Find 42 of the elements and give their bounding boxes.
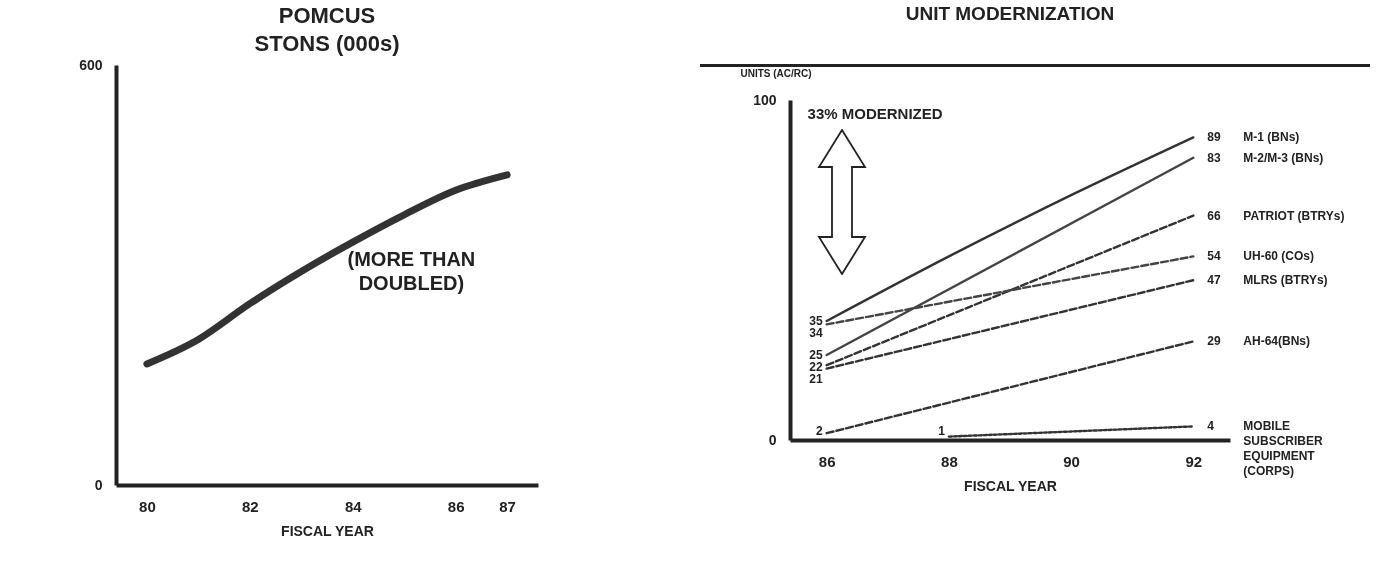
x-axis-title: FISCAL YEAR (281, 522, 374, 539)
x-tick-label: 87 (499, 497, 516, 515)
chart-title: POMCUS STONS (000s) (254, 3, 400, 56)
data-label: 34 (809, 326, 823, 340)
line-series (825, 136, 1195, 323)
x-tick-label: 82 (241, 497, 259, 515)
data-label: 47 (1207, 273, 1222, 288)
data-label: 89 (1207, 130, 1222, 145)
data-label: 54 (1207, 249, 1222, 264)
text: AH-64(BNs) (1243, 334, 1311, 349)
text: PATRIOT (BTRYs) (1243, 208, 1345, 223)
y-tick-label: 100 (753, 91, 777, 108)
data-label: 35 (809, 314, 823, 328)
data-label: 66 (1207, 208, 1222, 223)
x-tick-label: 86 (447, 497, 465, 515)
annotation: (MORE THAN DOUBLED) (347, 247, 476, 294)
text: UH-60 (COs) (1243, 249, 1315, 264)
data-label: 2 (815, 424, 823, 438)
x-tick-label: 84 (344, 497, 363, 515)
data-label: 21 (809, 372, 823, 386)
x-tick-label: 88 (941, 452, 958, 470)
x-axis-title: FISCAL YEAR (964, 477, 1057, 494)
y-axis-title: UNITS (AC/RC) (740, 67, 812, 79)
data-label: 4 (1207, 419, 1215, 434)
x-tick-label: 92 (1185, 452, 1203, 470)
x-tick-label: 90 (1063, 452, 1080, 470)
text: M-1 (BNs) (1243, 130, 1300, 145)
text: MLRS (BTRYs) (1243, 273, 1328, 288)
y-tick-label: 0 (768, 431, 777, 448)
data-label: 1 (938, 424, 946, 438)
y-tick-label: 0 (94, 476, 103, 493)
text: M-2/M-3 (BNs) (1243, 150, 1324, 165)
x-tick-label: 86 (818, 452, 836, 470)
data-label: 22 (809, 360, 823, 374)
data-label: 83 (1207, 150, 1222, 165)
data-label: 29 (1207, 334, 1222, 349)
x-tick-label: 80 (139, 497, 156, 515)
text: MOBILE SUBSCRIBER EQUIPMENT (CORPS) (1243, 419, 1324, 479)
chart-title: UNIT MODERNIZATION (905, 3, 1115, 24)
y-tick-label: 600 (79, 56, 103, 73)
data-label: 25 (809, 348, 823, 362)
annotation: 33% MODERNIZED (807, 104, 943, 122)
